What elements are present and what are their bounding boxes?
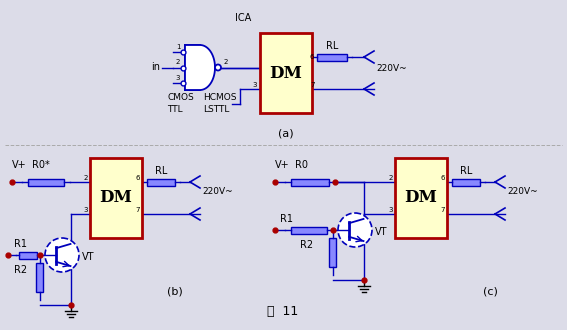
Bar — [291, 226, 327, 234]
Text: (a): (a) — [278, 128, 294, 138]
Text: 2: 2 — [83, 175, 88, 181]
Polygon shape — [185, 45, 215, 90]
Text: 3: 3 — [176, 75, 180, 81]
Text: ICA: ICA — [235, 13, 251, 23]
Bar — [147, 179, 175, 185]
Text: TTL: TTL — [167, 105, 183, 114]
Text: in: in — [151, 62, 160, 73]
Text: R2: R2 — [300, 240, 313, 250]
Text: 2: 2 — [388, 175, 393, 181]
Text: (c): (c) — [483, 287, 497, 297]
Text: R2: R2 — [14, 265, 27, 275]
Text: 图  11: 图 11 — [268, 305, 299, 318]
Text: VT: VT — [82, 252, 95, 262]
Bar — [452, 179, 480, 185]
Text: 220V~: 220V~ — [376, 64, 407, 73]
Text: DM: DM — [405, 189, 437, 207]
Text: 6: 6 — [136, 175, 140, 181]
Text: 2: 2 — [224, 59, 229, 65]
Text: V+: V+ — [12, 160, 27, 170]
Text: LSTTL: LSTTL — [203, 105, 230, 114]
Text: R0: R0 — [295, 160, 308, 170]
Text: VT: VT — [375, 227, 387, 237]
Text: 220V~: 220V~ — [507, 187, 538, 196]
Text: 3: 3 — [388, 207, 393, 213]
Circle shape — [338, 213, 372, 247]
Text: RL: RL — [326, 41, 338, 51]
Bar — [317, 53, 347, 60]
Bar — [329, 238, 336, 267]
Text: V+: V+ — [275, 160, 290, 170]
Text: R0*: R0* — [32, 160, 50, 170]
Text: 1: 1 — [176, 44, 180, 50]
Text: 2: 2 — [176, 59, 180, 65]
Text: DM: DM — [269, 64, 302, 82]
Text: 3: 3 — [252, 82, 257, 88]
Bar — [28, 179, 64, 185]
Text: R1: R1 — [14, 239, 27, 249]
Text: 7: 7 — [310, 82, 315, 88]
Bar — [291, 179, 329, 185]
Text: RL: RL — [460, 166, 472, 176]
Text: 3: 3 — [83, 207, 88, 213]
Circle shape — [215, 64, 221, 71]
Text: RL: RL — [155, 166, 167, 176]
Text: DM: DM — [100, 189, 133, 207]
Text: 7: 7 — [441, 207, 445, 213]
Text: 6: 6 — [310, 54, 315, 60]
Text: HCMOS: HCMOS — [203, 93, 236, 102]
Bar — [36, 263, 43, 292]
Bar — [260, 33, 312, 113]
Circle shape — [45, 238, 79, 272]
Text: (b): (b) — [167, 287, 183, 297]
Text: 220V~: 220V~ — [202, 187, 232, 196]
Bar — [90, 158, 142, 238]
Text: R1: R1 — [280, 214, 293, 224]
Text: 6: 6 — [441, 175, 445, 181]
Text: 7: 7 — [136, 207, 140, 213]
Bar — [19, 251, 37, 258]
Text: CMOS: CMOS — [167, 93, 194, 102]
Bar — [395, 158, 447, 238]
